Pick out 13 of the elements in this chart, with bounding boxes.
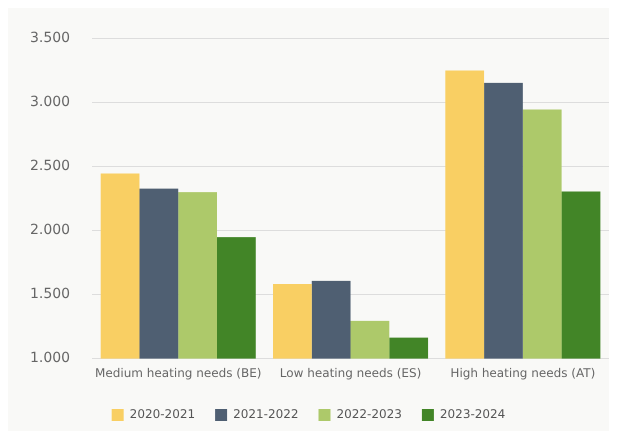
x-tick-label: Medium heating needs (BE) (95, 366, 262, 380)
y-tick-label: 3.000 (30, 94, 70, 110)
y-tick-label: 3.500 (30, 30, 70, 46)
y-tick-label: 1.000 (30, 350, 70, 366)
legend-label: 2023-2024 (440, 407, 506, 422)
legend-label: 2020-2021 (130, 407, 196, 422)
y-tick-label: 1.500 (30, 286, 70, 302)
y-tick-label: 2.000 (30, 222, 70, 238)
x-tick-label: Low heating needs (ES) (280, 366, 422, 380)
legend-label: 2021-2022 (233, 407, 299, 422)
legend-label: 2022-2023 (336, 407, 402, 422)
x-tick-label: High heating needs (AT) (450, 366, 596, 380)
y-tick-label: 2.500 (30, 158, 70, 174)
